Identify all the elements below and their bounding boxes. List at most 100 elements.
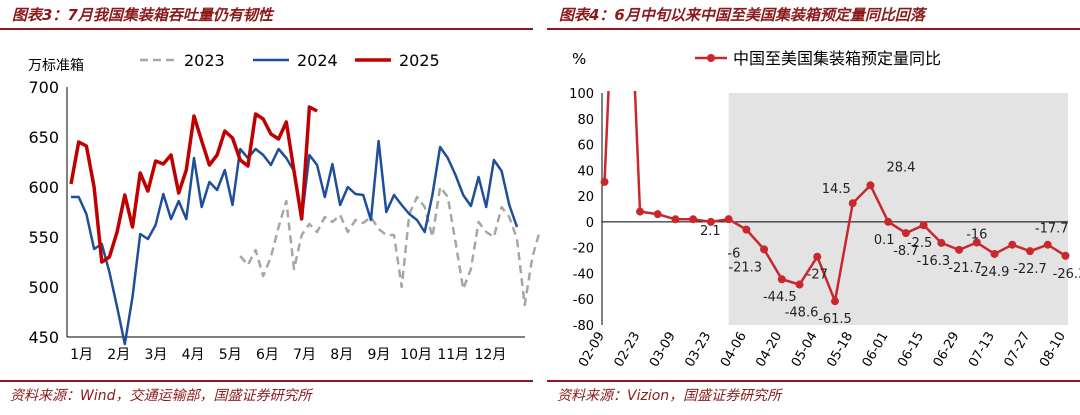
data-label: -8.7	[893, 244, 918, 259]
us-bookings-panel: 图表4：6月中旬以来中国至美国集装箱预定量同比回落 -80 -60 -40 -20 0 2…	[547, 0, 1080, 415]
bookings-yoy-point	[813, 252, 822, 261]
left-figure-caption: 图表3：7月我国集装箱吞吐量仍有韧性	[12, 6, 273, 24]
data-label: -16.3	[917, 254, 951, 269]
data-label: -48.6	[785, 306, 819, 321]
left-y-tick-label: 650	[28, 128, 59, 147]
data-label: 14.5	[822, 182, 851, 197]
data-label: -44.5	[763, 290, 797, 305]
bookings-yoy-point	[653, 210, 662, 219]
legend-label-2023: 2023	[184, 51, 225, 70]
left-top-rule	[0, 28, 533, 30]
left-x-tick-label: 6月	[256, 347, 279, 363]
right-x-tick-label: 08-10	[1037, 330, 1069, 370]
bookings-yoy-point	[742, 225, 751, 234]
right-y-tick-label: -20	[573, 242, 594, 257]
right-x-tick-label: 02-23	[612, 330, 644, 370]
series-line-2025	[69, 105, 318, 264]
right-y-tick-label: 0	[586, 216, 594, 231]
data-label: -61.5	[818, 312, 852, 327]
left-x-tick-label: 12月	[475, 347, 507, 363]
right-x-tick-label: 05-04	[789, 330, 821, 370]
right-y-tick-label: 20	[577, 190, 594, 205]
right-y-tick-label: 80	[577, 113, 594, 128]
legend-marker-bookings	[707, 54, 715, 62]
legend-label-bookings: 中国至美国集装箱预定量同比	[733, 49, 941, 68]
bookings-yoy-point	[848, 199, 857, 208]
right-source-note: 资料来源：Vizion，国盛证券研究所	[557, 388, 782, 404]
bookings-yoy-point	[831, 297, 839, 306]
right-x-tick-label: 06-01	[860, 330, 892, 370]
right-figure-caption: 图表4：6月中旬以来中国至美国集装箱预定量同比回落	[559, 6, 925, 24]
bookings-yoy-point	[884, 217, 893, 226]
bookings-yoy-point	[1061, 251, 1070, 260]
data-label: -21.7	[948, 261, 982, 276]
left-x-tick-label: 7月	[293, 347, 316, 363]
left-x-tick-label: 5月	[219, 347, 242, 363]
right-bottom-rule	[547, 380, 1080, 382]
bookings-yoy-point	[901, 229, 910, 238]
right-x-tick-label: 05-18	[824, 330, 856, 370]
right-y-tick-label: 100	[569, 87, 594, 102]
container-throughput-panel: 图表3：7月我国集装箱吞吐量仍有韧性 450 500 550 600 650 700 万标准…	[0, 0, 542, 415]
bookings-yoy-point	[689, 215, 698, 224]
bookings-yoy-point	[919, 221, 928, 230]
data-label: -27	[807, 268, 828, 283]
left-x-tick-label: 3月	[144, 347, 167, 363]
bookings-yoy-point	[1043, 240, 1052, 249]
bookings-yoy-point	[600, 177, 609, 186]
left-y-axis-title: 万标准箱	[28, 58, 84, 74]
right-y-tick-label: -80	[573, 319, 594, 334]
data-label: 28.4	[886, 160, 915, 175]
series-line-2023	[239, 185, 542, 307]
data-label: -6	[727, 247, 740, 262]
bookings-yoy-point	[972, 238, 981, 247]
left-x-tick-label: 4月	[182, 347, 205, 363]
bookings-yoy-point	[671, 215, 680, 224]
left-y-tick-label: 450	[28, 328, 59, 347]
right-x-tick-label: 07-27	[1002, 330, 1034, 370]
right-x-tick-label: 02-09	[576, 330, 608, 370]
legend-label-2025: 2025	[399, 51, 440, 70]
right-y-tick-label: 60	[577, 139, 594, 154]
data-label: 0.1	[874, 233, 895, 248]
data-label: -26.3	[1053, 267, 1080, 282]
bookings-yoy-point	[795, 280, 804, 289]
left-x-tick-label: 1月	[70, 347, 93, 363]
left-y-tick-label: 550	[28, 228, 59, 247]
bookings-yoy-point	[1026, 247, 1035, 256]
right-x-tick-label: 06-15	[895, 330, 927, 370]
legend-label-2024: 2024	[297, 51, 338, 70]
bookings-yoy-point	[724, 215, 733, 224]
data-label: 2.1	[700, 224, 721, 239]
bookings-yoy-point	[990, 249, 999, 258]
data-label: -17.7	[1035, 222, 1069, 237]
bookings-yoy-point	[937, 238, 946, 247]
left-y-tick-label: 500	[28, 278, 59, 297]
data-label: -22.7	[1013, 262, 1047, 277]
right-y-tick-label: -60	[573, 293, 594, 308]
bookings-yoy-point	[866, 181, 875, 190]
left-x-tick-label: 2月	[107, 347, 130, 363]
left-bottom-rule	[0, 380, 533, 382]
data-label: -24.9	[976, 265, 1010, 280]
right-x-tick-label: 03-23	[682, 330, 714, 370]
left-x-tick-label: 8月	[330, 347, 353, 363]
left-source-note: 资料来源：Wind，交通运输部，国盛证券研究所	[10, 388, 312, 404]
data-label: -21.3	[728, 260, 762, 275]
right-x-tick-label: 06-29	[931, 330, 963, 370]
left-x-tick-label: 9月	[367, 347, 390, 363]
shaded-period	[728, 93, 1068, 325]
left-y-tick-label: 600	[28, 178, 59, 197]
right-top-rule	[547, 28, 1080, 30]
bookings-yoy-point	[635, 207, 644, 216]
right-y-axis-title: %	[572, 50, 586, 68]
data-label: -16	[966, 228, 987, 243]
bookings-yoy-point	[777, 275, 786, 284]
bookings-yoy-point	[1008, 240, 1017, 249]
right-y-tick-label: -40	[573, 267, 594, 282]
container-throughput-chart: 450 500 550 600 650 700 万标准箱 1月 2月 3月 4月 5月 6月 7月 8月 9月…	[28, 51, 542, 363]
right-x-tick-label: 04-20	[753, 330, 785, 370]
data-label: -2.5	[907, 236, 932, 251]
bookings-yoy-point	[706, 217, 715, 226]
us-bookings-chart: -80 -60 -40 -20 0 20 40 60 80 100% 02-09 02-23 03-09…	[569, 49, 1080, 370]
